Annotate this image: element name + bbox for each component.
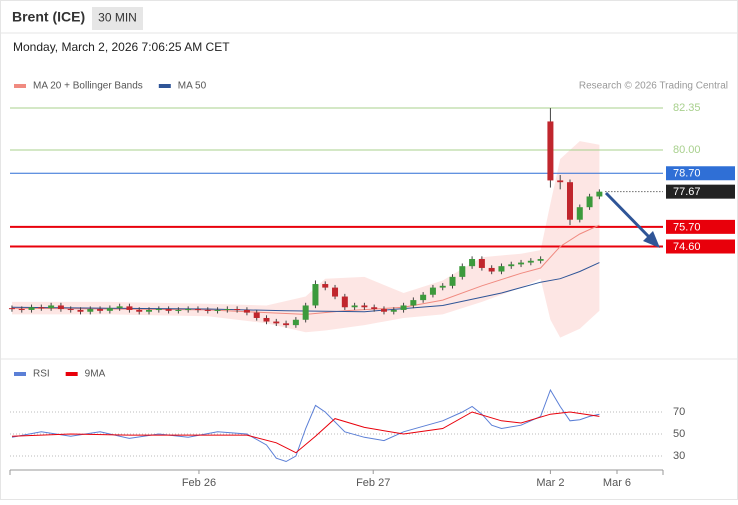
candle-body — [518, 262, 525, 265]
interval: 30 MIN — [98, 11, 137, 25]
candle-body — [126, 306, 133, 310]
candle-body — [537, 259, 544, 261]
legend-swatch — [14, 372, 26, 376]
candle-body — [566, 182, 573, 220]
candle-body — [48, 305, 55, 309]
candle-body — [224, 309, 231, 311]
candle-body — [547, 121, 554, 181]
candle-body — [429, 287, 436, 295]
candle-body — [283, 323, 290, 326]
legend-label: RSI — [33, 369, 50, 380]
level-label: 80.00 — [673, 144, 701, 156]
candle-body — [351, 305, 358, 308]
candle-body — [596, 191, 603, 197]
candle-body — [67, 309, 74, 311]
forecast-arrow — [604, 191, 654, 242]
candle-body — [97, 309, 104, 311]
candle-body — [185, 309, 192, 311]
candle-body — [155, 309, 162, 311]
rsi-line — [11, 411, 600, 454]
level-label: 78.70 — [673, 168, 701, 180]
legend-swatch — [65, 372, 78, 376]
candle-body — [273, 321, 280, 324]
legend-label: MA 20 + Bollinger Bands — [33, 81, 143, 92]
candle-body — [194, 309, 201, 311]
candle-body — [390, 309, 397, 312]
x-tick-label: Feb 27 — [356, 477, 390, 489]
candle-body — [332, 287, 339, 297]
candle-body — [478, 259, 485, 268]
level-label: 82.35 — [673, 102, 701, 114]
candle-body — [116, 306, 123, 309]
candle-body — [380, 309, 387, 312]
candle-body — [57, 305, 64, 310]
level-label-box — [666, 166, 735, 181]
candle-body — [410, 300, 417, 306]
candle-body — [469, 259, 476, 267]
candle-body — [576, 207, 583, 220]
candle-body — [527, 260, 534, 263]
legend-swatch — [14, 84, 26, 88]
timestamp: Monday, March 2, 2026 7:06:25 AM CET — [13, 40, 230, 54]
candle-body — [292, 319, 299, 326]
candle-body — [508, 264, 515, 267]
candle-body — [253, 312, 260, 318]
instrument-title: Brent (ICE) — [12, 9, 85, 25]
candle-body — [371, 307, 378, 310]
level-label: 75.70 — [673, 221, 701, 233]
y-tick-label: 70 — [673, 406, 685, 418]
x-tick-label: Mar 2 — [536, 477, 564, 489]
candle-body — [361, 305, 368, 308]
candle-body — [18, 309, 25, 311]
x-tick-label: Feb 26 — [182, 477, 216, 489]
level-label-box — [666, 184, 735, 199]
candle-body — [439, 285, 446, 288]
forecast-arrowhead — [643, 231, 660, 248]
candle-body — [146, 309, 153, 312]
candle-body — [420, 294, 427, 301]
candle-body — [165, 309, 172, 311]
candle-body — [234, 309, 241, 311]
legend-label: 9MA — [85, 369, 106, 380]
y-tick-label: 50 — [673, 428, 685, 440]
candle-body — [136, 309, 143, 312]
interval-box — [92, 7, 143, 30]
candle-body — [557, 180, 564, 183]
candle-body — [449, 276, 456, 286]
level-label-box — [666, 219, 735, 234]
candle-body — [28, 307, 35, 310]
candle-body — [77, 309, 84, 312]
candle-body — [459, 266, 466, 277]
level-label: 74.60 — [673, 241, 701, 253]
candle-body — [8, 308, 15, 310]
candle-body — [586, 196, 593, 208]
candle-body — [87, 309, 94, 312]
x-tick-label: Mar 6 — [603, 477, 631, 489]
y-tick-label: 30 — [673, 450, 685, 462]
legend-label: MA 50 — [178, 81, 207, 92]
candle-body — [243, 309, 250, 313]
candle-body — [498, 266, 505, 272]
candle-body — [302, 305, 309, 320]
rsi-line — [11, 388, 600, 463]
candle-body — [214, 309, 221, 311]
candle-body — [204, 309, 211, 311]
candle-body — [263, 317, 270, 322]
candle-body — [400, 305, 407, 310]
candle-body — [341, 296, 348, 308]
candle-body — [38, 307, 45, 309]
candle-body — [175, 309, 182, 311]
candle-body — [106, 308, 113, 311]
candle-body — [312, 284, 319, 306]
legend-swatch — [158, 84, 171, 88]
candle-body — [488, 267, 495, 272]
level-label-box — [666, 239, 735, 254]
copyright: Research © 2026 Trading Central — [579, 81, 728, 92]
candle-body — [322, 284, 329, 288]
ma-line — [11, 262, 600, 313]
level-label: 77.67 — [673, 186, 701, 198]
